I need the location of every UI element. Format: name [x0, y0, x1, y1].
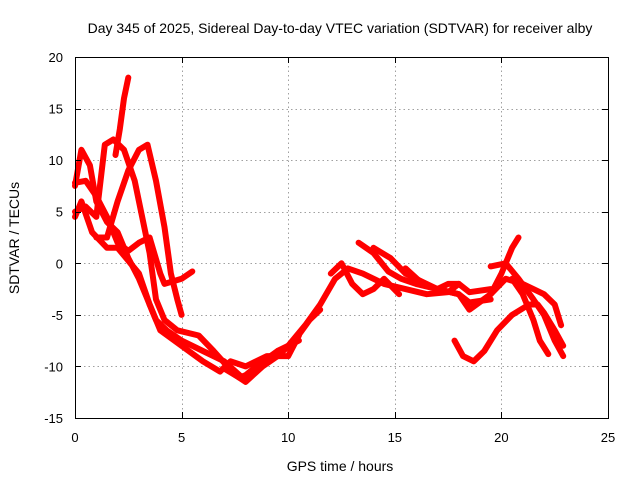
series-track-5 — [72, 136, 324, 385]
y-tick-label: 15 — [49, 102, 63, 117]
grid-lines — [75, 57, 608, 418]
axis-ticks: 0 5 10 15 20 25 -15 -10 -5 0 5 10 15 20 — [44, 50, 615, 445]
series-track-15 — [509, 275, 552, 358]
series-track-8 — [327, 260, 403, 298]
x-tick-label: 5 — [178, 430, 185, 445]
y-tick-label: 0 — [56, 256, 63, 271]
chart-title: Day 345 of 2025, Sidereal Day-to-day VTE… — [88, 20, 593, 36]
x-tick-label: 15 — [388, 430, 402, 445]
series-track-3 — [93, 141, 185, 318]
y-tick-label: 5 — [56, 205, 63, 220]
series-track-6 — [72, 198, 302, 375]
series-track-14 — [487, 260, 567, 360]
y-tick-label: -15 — [44, 411, 63, 426]
x-tick-label: 25 — [601, 430, 615, 445]
series-track-2 — [72, 177, 196, 287]
data-series — [72, 74, 567, 385]
y-axis-label: SDTVAR / TECUs — [6, 182, 22, 294]
y-tick-label: 10 — [49, 153, 63, 168]
plot-frame — [75, 57, 609, 419]
y-tick-label: -5 — [51, 308, 63, 323]
x-tick-label: 0 — [71, 430, 78, 445]
x-tick-label: 10 — [281, 430, 295, 445]
x-axis-label: GPS time / hours — [287, 458, 394, 474]
x-tick-label: 20 — [494, 430, 508, 445]
y-tick-label: 20 — [49, 50, 63, 65]
series-track-11 — [402, 265, 565, 329]
series-track-7 — [221, 337, 302, 382]
y-tick-label: -10 — [44, 359, 63, 374]
